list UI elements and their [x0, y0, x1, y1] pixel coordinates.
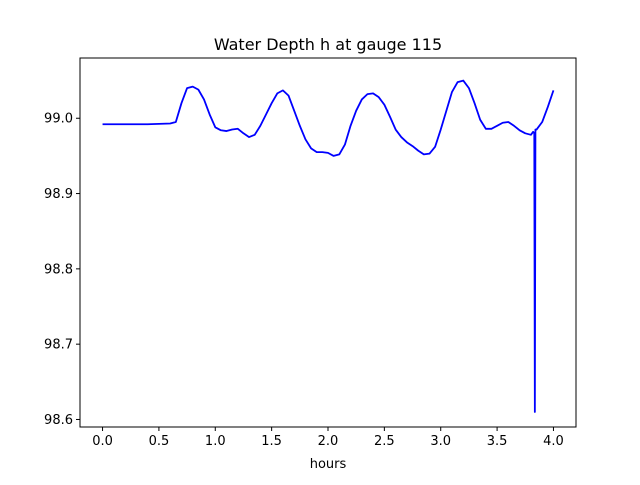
y-axis-ticks: 98.6 98.7 98.8 98.9 99.0 — [44, 112, 80, 428]
y-tick-label: 98.7 — [44, 338, 73, 353]
series-layer — [102, 79, 555, 413]
chart-title: Water Depth h at gauge 115 — [214, 35, 442, 54]
x-tick-label: 4.0 — [543, 434, 564, 449]
y-tick-label: 98.8 — [44, 262, 73, 277]
x-tick-label: 1.5 — [261, 434, 282, 449]
x-tick-label: 1.0 — [205, 434, 226, 449]
y-tick-label: 98.6 — [44, 413, 73, 428]
x-tick-label: 2.0 — [318, 434, 339, 449]
x-tick-label: 0.5 — [149, 434, 170, 449]
series-line-1 — [102, 79, 555, 413]
x-tick-label: 2.5 — [374, 434, 395, 449]
x-axis-ticks: 0.0 0.5 1.0 1.5 2.0 2.5 3.0 3.5 4.0 — [92, 427, 564, 449]
x-tick-label: 0.0 — [92, 434, 113, 449]
y-tick-label: 99.0 — [44, 112, 73, 127]
y-tick-label: 98.9 — [44, 187, 73, 202]
x-axis-label: hours — [310, 457, 347, 472]
x-tick-label: 3.5 — [487, 434, 508, 449]
x-tick-label: 3.0 — [430, 434, 451, 449]
